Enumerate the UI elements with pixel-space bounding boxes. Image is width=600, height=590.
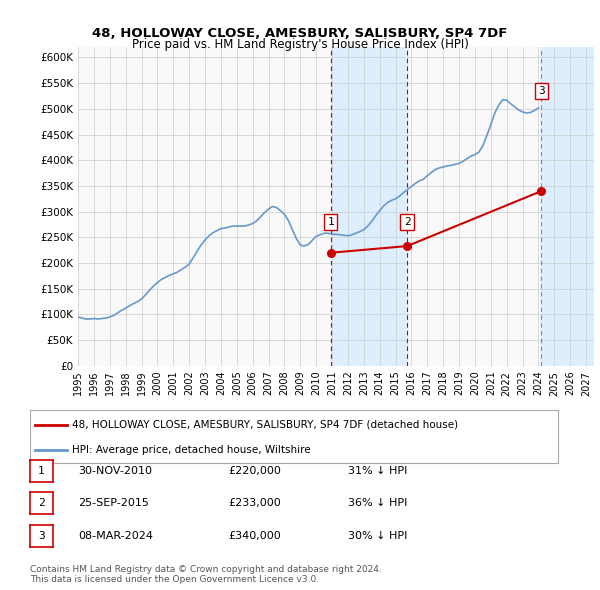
Point [536,186,546,196]
Text: 30-NOV-2010: 30-NOV-2010 [78,466,152,476]
Text: 36% ↓ HPI: 36% ↓ HPI [348,499,407,508]
Text: 2: 2 [404,217,410,227]
Text: Price paid vs. HM Land Registry's House Price Index (HPI): Price paid vs. HM Land Registry's House … [131,38,469,51]
Text: 48, HOLLOWAY CLOSE, AMESBURY, SALISBURY, SP4 7DF (detached house): 48, HOLLOWAY CLOSE, AMESBURY, SALISBURY,… [72,420,458,430]
Text: 25-SEP-2015: 25-SEP-2015 [78,499,149,508]
Text: 30% ↓ HPI: 30% ↓ HPI [348,531,407,540]
Bar [331,47,407,366]
Text: £220,000: £220,000 [228,466,281,476]
Text: £340,000: £340,000 [228,531,281,540]
Text: 1: 1 [38,466,45,476]
Text: 08-MAR-2024: 08-MAR-2024 [78,531,153,540]
Text: 3: 3 [538,86,545,96]
Text: 3: 3 [38,531,45,540]
Point [326,248,335,257]
Bar [541,47,594,366]
Text: Contains HM Land Registry data © Crown copyright and database right 2024.
This d: Contains HM Land Registry data © Crown c… [30,565,382,584]
Text: HPI: Average price, detached house, Wiltshire: HPI: Average price, detached house, Wilt… [72,445,311,455]
Point [403,241,412,251]
Text: 2: 2 [38,499,45,508]
Text: £233,000: £233,000 [228,499,281,508]
Text: 1: 1 [328,217,334,227]
Text: 48, HOLLOWAY CLOSE, AMESBURY, SALISBURY, SP4 7DF: 48, HOLLOWAY CLOSE, AMESBURY, SALISBURY,… [92,27,508,40]
Text: 31% ↓ HPI: 31% ↓ HPI [348,466,407,476]
